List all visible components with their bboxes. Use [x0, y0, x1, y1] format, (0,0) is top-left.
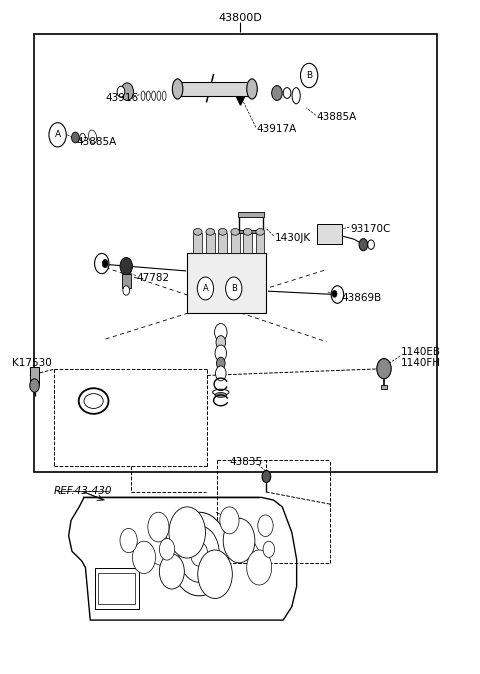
- Bar: [30, 367, 39, 384]
- Circle shape: [120, 528, 137, 553]
- Bar: [256, 233, 264, 253]
- Text: 43835: 43835: [229, 458, 263, 467]
- Bar: [187, 253, 266, 313]
- Circle shape: [216, 366, 226, 381]
- Bar: [98, 573, 135, 604]
- Ellipse shape: [213, 390, 229, 395]
- Circle shape: [331, 286, 344, 303]
- Ellipse shape: [193, 228, 202, 235]
- Text: 47782: 47782: [137, 273, 170, 282]
- Bar: [95, 568, 139, 609]
- Circle shape: [120, 257, 132, 275]
- Ellipse shape: [162, 91, 166, 100]
- Circle shape: [220, 507, 239, 534]
- Ellipse shape: [84, 394, 103, 408]
- Circle shape: [359, 239, 368, 251]
- Bar: [206, 233, 215, 253]
- Circle shape: [132, 541, 156, 574]
- Circle shape: [159, 539, 175, 560]
- Bar: [317, 224, 342, 244]
- Circle shape: [117, 86, 125, 97]
- Circle shape: [95, 253, 109, 274]
- Circle shape: [169, 507, 205, 558]
- Ellipse shape: [172, 79, 183, 99]
- Circle shape: [300, 63, 318, 88]
- Bar: [238, 212, 264, 217]
- Circle shape: [179, 526, 219, 582]
- Ellipse shape: [146, 91, 150, 100]
- Text: 43917A: 43917A: [257, 125, 297, 134]
- Ellipse shape: [256, 228, 264, 235]
- Circle shape: [191, 542, 208, 566]
- Text: REF.43-430: REF.43-430: [53, 486, 112, 496]
- Text: A: A: [203, 284, 208, 293]
- Circle shape: [262, 470, 271, 483]
- Bar: [34, 34, 437, 472]
- Text: 43885A: 43885A: [77, 137, 117, 146]
- Bar: [193, 233, 202, 253]
- Ellipse shape: [243, 228, 252, 235]
- Ellipse shape: [206, 228, 215, 235]
- Circle shape: [215, 324, 227, 341]
- Ellipse shape: [231, 228, 240, 235]
- Circle shape: [223, 518, 255, 563]
- Bar: [122, 274, 131, 288]
- Text: 93170C: 93170C: [350, 224, 391, 234]
- Circle shape: [247, 550, 272, 585]
- Text: 1430JK: 1430JK: [275, 233, 311, 243]
- Ellipse shape: [215, 392, 227, 397]
- Circle shape: [197, 277, 214, 300]
- Ellipse shape: [141, 91, 145, 100]
- Text: 1140FH: 1140FH: [401, 358, 441, 367]
- Circle shape: [30, 379, 39, 392]
- Circle shape: [258, 515, 273, 537]
- Ellipse shape: [79, 388, 108, 414]
- Circle shape: [216, 336, 226, 349]
- Circle shape: [215, 345, 227, 361]
- Circle shape: [263, 541, 275, 557]
- Circle shape: [332, 290, 337, 297]
- Bar: [239, 230, 263, 233]
- Circle shape: [121, 83, 133, 100]
- Circle shape: [377, 359, 391, 379]
- Circle shape: [226, 277, 242, 300]
- Circle shape: [102, 259, 108, 268]
- Bar: [218, 233, 227, 253]
- Text: A: A: [55, 130, 60, 140]
- Circle shape: [49, 123, 66, 147]
- Ellipse shape: [88, 130, 97, 144]
- Text: 43916: 43916: [106, 93, 139, 102]
- Circle shape: [198, 550, 232, 599]
- Circle shape: [283, 88, 291, 98]
- Bar: [381, 385, 387, 389]
- Circle shape: [272, 86, 282, 100]
- Text: B: B: [306, 71, 312, 80]
- Ellipse shape: [157, 91, 161, 100]
- Text: 43869B: 43869B: [342, 293, 382, 303]
- Ellipse shape: [152, 91, 156, 100]
- Circle shape: [216, 357, 225, 369]
- Ellipse shape: [218, 228, 227, 235]
- Bar: [178, 82, 252, 96]
- Circle shape: [169, 512, 229, 596]
- Circle shape: [159, 554, 184, 589]
- Ellipse shape: [247, 79, 257, 99]
- Circle shape: [72, 132, 79, 143]
- Text: 43885A: 43885A: [317, 113, 357, 122]
- Text: 1140EB: 1140EB: [401, 347, 441, 357]
- Text: B: B: [231, 284, 237, 293]
- Circle shape: [80, 133, 85, 142]
- Text: K17530: K17530: [12, 358, 52, 367]
- Circle shape: [148, 512, 169, 542]
- Circle shape: [368, 240, 374, 249]
- Ellipse shape: [292, 88, 300, 104]
- Text: 43800D: 43800D: [218, 13, 262, 23]
- Bar: [231, 233, 240, 253]
- Bar: [243, 233, 252, 253]
- Circle shape: [123, 286, 130, 295]
- Polygon shape: [237, 97, 244, 105]
